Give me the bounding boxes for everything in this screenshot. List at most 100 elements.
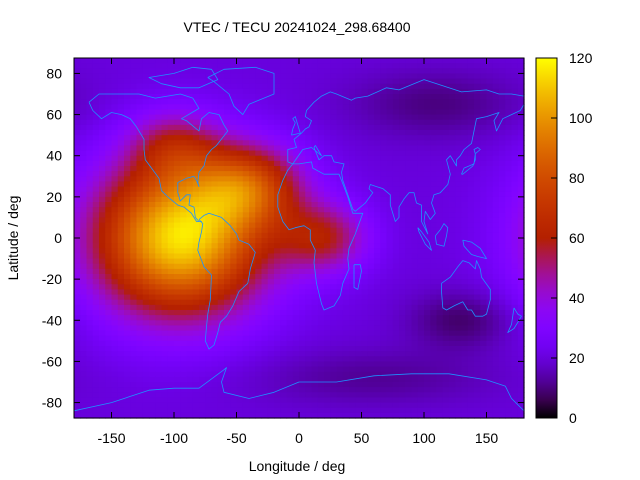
heatmap-cell	[117, 248, 125, 255]
heatmap-cell	[180, 140, 188, 147]
heatmap-cell	[349, 155, 356, 162]
heatmap-cell	[280, 94, 288, 100]
heatmap-cell	[424, 268, 431, 275]
heatmap-cell	[180, 83, 188, 90]
heatmap-cell	[192, 346, 200, 352]
heatmap-cell	[449, 181, 456, 188]
heatmap-cell	[417, 376, 425, 383]
heatmap-cell	[430, 263, 438, 270]
heatmap-cell	[192, 310, 200, 316]
heatmap-cell	[355, 166, 363, 172]
heatmap-cell	[230, 253, 238, 260]
heatmap-cell	[205, 330, 213, 337]
heatmap-cell	[380, 99, 388, 105]
heatmap-cell	[405, 124, 413, 131]
heatmap-cell	[342, 397, 350, 404]
heatmap-cell	[286, 274, 294, 280]
heatmap-cell	[80, 63, 88, 69]
heatmap-cell	[424, 382, 431, 388]
heatmap-cell	[449, 191, 456, 198]
heatmap-cell	[180, 248, 188, 255]
heatmap-cell	[167, 325, 175, 332]
heatmap-cell	[236, 299, 244, 306]
heatmap-cell	[411, 402, 419, 409]
heatmap-cell	[355, 232, 363, 239]
heatmap-cell	[161, 212, 169, 219]
heatmap-cell	[386, 238, 394, 244]
heatmap-cell	[86, 340, 94, 347]
heatmap-cell	[355, 207, 363, 213]
heatmap-cell	[236, 207, 244, 213]
heatmap-cell	[136, 304, 144, 311]
heatmap-cell	[292, 88, 300, 95]
heatmap-cell	[417, 366, 425, 373]
heatmap-cell	[486, 196, 494, 203]
heatmap-cell	[405, 402, 413, 409]
heatmap-cell	[111, 263, 119, 270]
heatmap-cell	[267, 366, 275, 373]
heatmap-cell	[292, 68, 300, 75]
heatmap-cell	[324, 88, 331, 95]
heatmap-cell	[411, 227, 419, 234]
heatmap-cell	[311, 335, 319, 342]
heatmap-cell	[405, 150, 413, 157]
heatmap-cell	[355, 268, 363, 275]
heatmap-cell	[374, 320, 381, 327]
heatmap-cell	[392, 402, 400, 409]
heatmap-cell	[117, 376, 125, 383]
heatmap-cell	[499, 407, 506, 414]
heatmap-cell	[424, 351, 431, 357]
heatmap-cell	[192, 371, 200, 378]
heatmap-cell	[192, 289, 200, 296]
heatmap-cell	[186, 371, 194, 378]
heatmap-cell	[280, 397, 288, 404]
heatmap-cell	[399, 382, 406, 388]
heatmap-cell	[99, 243, 106, 249]
heatmap-cell	[392, 361, 400, 368]
heatmap-cell	[417, 243, 425, 249]
heatmap-cell	[305, 248, 313, 255]
heatmap-cell	[105, 315, 113, 321]
heatmap-cell	[380, 279, 388, 285]
heatmap-cell	[317, 330, 325, 337]
heatmap-cell	[411, 304, 419, 311]
heatmap-cell	[99, 232, 106, 239]
heatmap-cell	[417, 407, 425, 414]
heatmap-cell	[336, 253, 344, 260]
heatmap-cell	[380, 356, 388, 363]
heatmap-cell	[80, 392, 88, 399]
heatmap-cell	[105, 325, 113, 332]
heatmap-cell	[442, 212, 450, 219]
heatmap-cell	[486, 207, 494, 213]
heatmap-cell	[136, 274, 144, 280]
heatmap-cell	[192, 253, 200, 260]
heatmap-cell	[261, 217, 269, 224]
heatmap-cell	[286, 63, 294, 69]
heatmap-cell	[405, 227, 413, 234]
heatmap-cell	[242, 315, 250, 321]
heatmap-cell	[517, 330, 525, 337]
heatmap-cell	[480, 171, 488, 177]
heatmap-cell	[517, 310, 525, 316]
heatmap-cell	[461, 176, 469, 183]
heatmap-cell	[324, 351, 331, 357]
heatmap-cell	[249, 109, 256, 116]
heatmap-cell	[130, 299, 138, 306]
heatmap-cell	[155, 160, 163, 167]
heatmap-cell	[192, 191, 200, 198]
heatmap-cell	[174, 145, 181, 152]
heatmap-cell	[311, 150, 319, 157]
heatmap-cell	[449, 310, 456, 316]
heatmap-cell	[117, 160, 125, 167]
heatmap-cell	[342, 315, 350, 321]
heatmap-cell	[492, 196, 500, 203]
heatmap-cell	[130, 176, 138, 183]
heatmap-cell	[117, 124, 125, 131]
heatmap-cell	[305, 289, 313, 296]
heatmap-cell	[299, 407, 306, 414]
heatmap-cell	[211, 361, 219, 368]
heatmap-cell	[274, 289, 281, 296]
heatmap-cell	[105, 207, 113, 213]
heatmap-cell	[92, 356, 100, 363]
heatmap-cell	[486, 109, 494, 116]
